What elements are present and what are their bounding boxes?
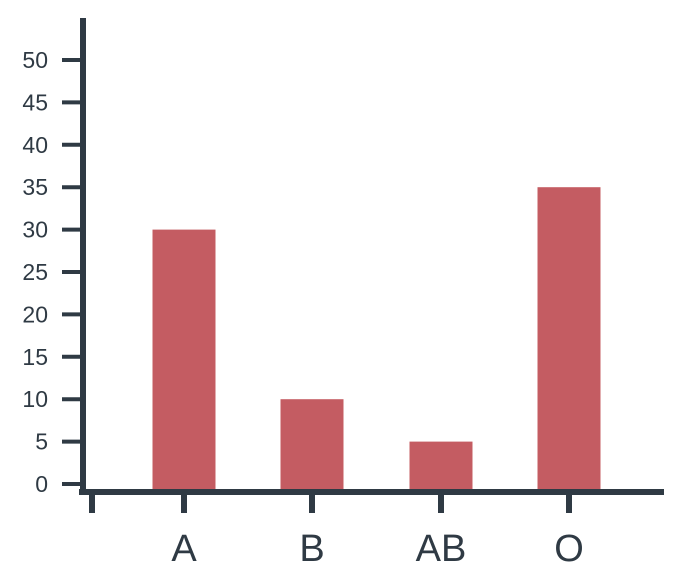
- x-tick-label-a: A: [171, 528, 197, 570]
- bar-ab: [409, 441, 473, 492]
- bars-group: [152, 187, 601, 492]
- bar-b: [280, 399, 344, 492]
- x-tick-label-o: O: [554, 528, 584, 570]
- y-tick-label-50: 50: [22, 47, 48, 73]
- bar-o: [537, 187, 601, 492]
- x-tick-label-b: B: [299, 528, 324, 570]
- x-tick-label-ab: AB: [416, 528, 467, 570]
- y-axis: 0 5 10 15 20 25 30 35 40 45 50: [22, 18, 86, 497]
- y-tick-label-30: 30: [22, 217, 48, 243]
- y-tick-label-0: 0: [35, 471, 48, 497]
- y-tick-label-40: 40: [22, 132, 48, 158]
- y-tick-label-25: 25: [22, 259, 48, 285]
- y-tick-label-15: 15: [22, 344, 48, 370]
- bar-a: [152, 229, 216, 492]
- y-tick-label-45: 45: [22, 89, 48, 115]
- y-tick-label-20: 20: [22, 301, 48, 327]
- y-tick-label-5: 5: [35, 429, 48, 455]
- y-tick-label-35: 35: [22, 174, 48, 200]
- x-axis: A B AB O: [79, 489, 664, 570]
- y-tick-label-10: 10: [22, 386, 48, 412]
